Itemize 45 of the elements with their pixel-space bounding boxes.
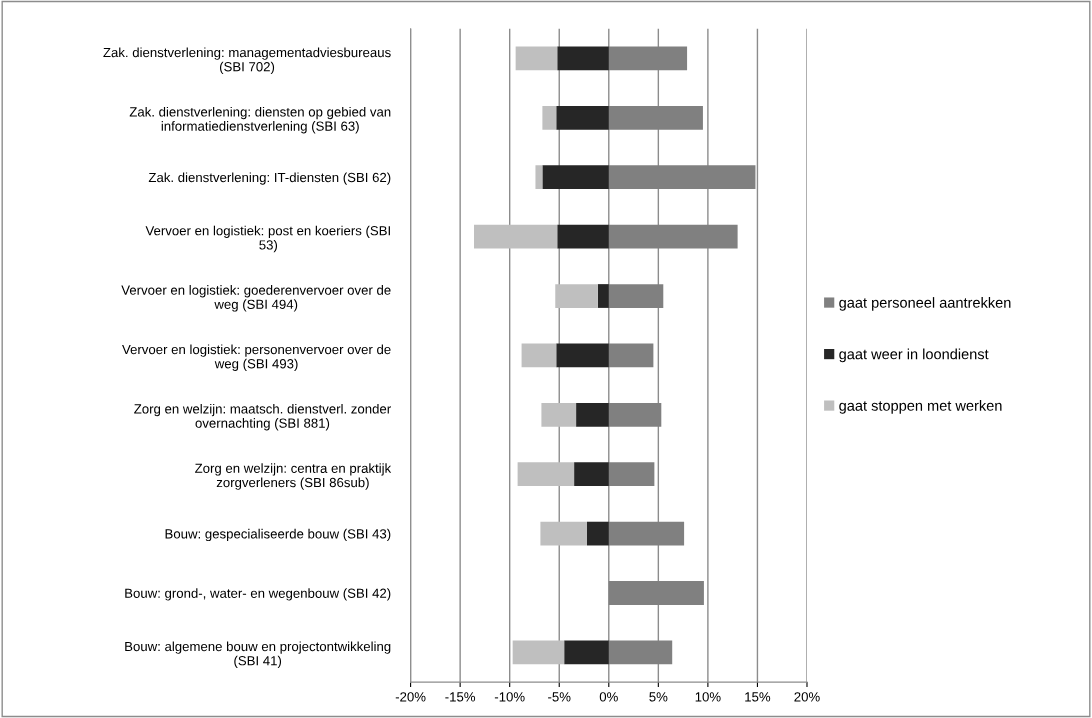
x-tick-label: 0% xyxy=(599,692,618,702)
bar xyxy=(557,224,609,249)
bar xyxy=(597,284,609,308)
bar xyxy=(557,46,609,71)
bar xyxy=(542,105,557,130)
y-tick-label: Bouw: grond-, water- en wegenbouw (SBI 42) xyxy=(125,588,391,601)
y-tick-label: Zorg en welzijn: centra en praktijk zorgverleners (SBI 86sub) xyxy=(195,463,392,490)
y-tick-label: Vervoer en logistiek: personenvervoer over de weg (SBI 493) xyxy=(122,344,391,371)
bar xyxy=(556,105,609,130)
bar xyxy=(535,165,543,190)
x-tick-label: 20% xyxy=(794,692,820,702)
bar xyxy=(474,224,558,249)
legend-label: gaat stoppen met werken xyxy=(839,400,1002,414)
bar xyxy=(586,521,609,546)
bar xyxy=(521,343,557,368)
legend-label: gaat weer in loondienst xyxy=(839,348,989,363)
bar xyxy=(608,462,655,487)
bar xyxy=(512,640,565,665)
bar xyxy=(576,402,609,427)
y-tick-label: Vervoer en logistiek: post en koeriers (SBI 53) xyxy=(145,225,390,253)
y-tick-label: Bouw: algemene bouw en projectontwikkeling (SBI 41) xyxy=(125,641,391,668)
y-tick-label: Zak. dienstverlening: IT-diensten (SBI 62) xyxy=(148,172,391,185)
y-tick-label: Vervoer en logistiek: goederenvervoer over de weg (SBI 494) xyxy=(121,285,391,312)
x-tick-label: -15% xyxy=(445,692,476,702)
x-tick-label: -5% xyxy=(548,692,571,702)
bar xyxy=(541,402,577,427)
x-tick-label: 15% xyxy=(745,692,771,702)
y-tick-label: Zak. dienstverlening: diensten op gebied van informatiedienstverlening (SBI 63) xyxy=(129,106,391,134)
legend-label: gaat personeel aantrekken xyxy=(839,297,1011,311)
bar xyxy=(608,343,654,368)
bar xyxy=(556,343,609,368)
x-tick-label: -10% xyxy=(494,692,525,702)
bar xyxy=(555,284,598,308)
y-tick-label: Bouw: gespecialiseerde bouw (SBI 43) xyxy=(165,528,391,542)
y-tick-label: Zak. dienstverlening: managementadviesbureaus (SBI 702) xyxy=(103,47,391,74)
x-tick-label: 5% xyxy=(649,692,668,702)
bar xyxy=(574,462,609,487)
y-tick-label: Zorg en welzijn: maatsch. dienstverl. zonder overnachting (SBI 881) xyxy=(134,403,391,431)
x-tick-label: -20% xyxy=(395,692,426,702)
bar xyxy=(540,521,587,546)
bar xyxy=(564,640,609,665)
bar xyxy=(515,46,558,71)
x-tick-label: 10% xyxy=(695,692,721,702)
bar xyxy=(517,462,575,487)
bar xyxy=(542,165,609,190)
